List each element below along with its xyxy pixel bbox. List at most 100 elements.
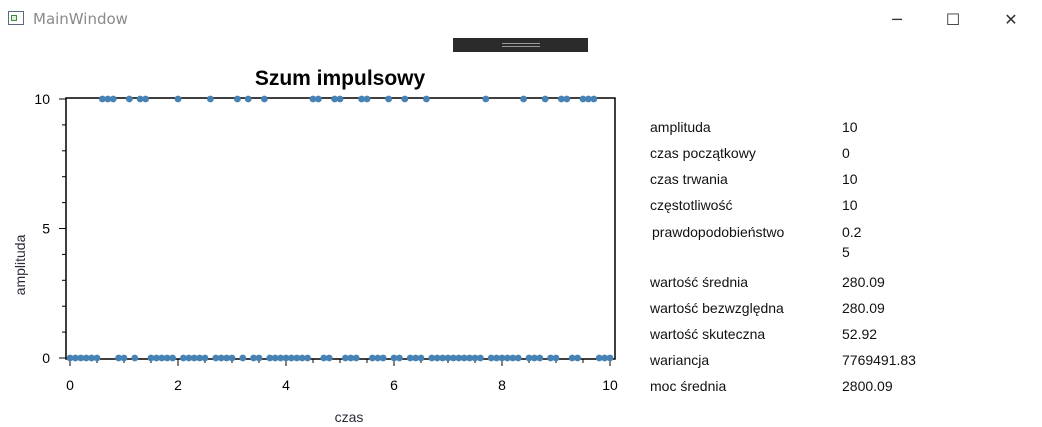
data-point (325, 354, 333, 362)
data-point (471, 354, 479, 362)
data-point (504, 354, 511, 362)
data-points (66, 95, 614, 362)
data-point (331, 95, 338, 103)
data-point (558, 95, 565, 103)
data-point (514, 354, 522, 362)
impulse-noise-chart: Szum impulsowy 0 2 4 6 8 10 0 5 10 czas amplitud… (12, 67, 618, 425)
data-point (288, 354, 295, 362)
data-point (223, 354, 231, 362)
data-point (466, 354, 473, 362)
data-point (547, 354, 554, 362)
mean-power-label: moc średnia (650, 378, 727, 394)
x-tick-label: 0 (66, 377, 74, 393)
data-point (531, 354, 538, 362)
frequency-label: częstotliwość (650, 197, 733, 213)
data-point (250, 354, 257, 362)
window-title: MainWindow (33, 10, 128, 28)
data-point (552, 354, 560, 362)
chart-title: Szum impulsowy (255, 67, 426, 90)
data-point (190, 354, 198, 362)
data-point (585, 95, 592, 103)
abs-mean-value: 280.09 (842, 300, 885, 316)
data-point (77, 354, 85, 362)
data-point (174, 95, 182, 103)
data-point (601, 354, 608, 362)
data-point (352, 354, 360, 362)
data-point (271, 354, 279, 362)
data-point (342, 354, 349, 362)
data-point (493, 354, 500, 362)
title-bar: MainWindow ─ ☐ ✕ (0, 0, 1042, 38)
data-point (520, 95, 527, 103)
app-window-icon (8, 11, 24, 25)
data-point (563, 95, 571, 103)
data-point (234, 95, 241, 103)
x-tick-label: 6 (390, 377, 398, 393)
data-point (336, 95, 344, 103)
data-point (120, 354, 128, 362)
data-point (136, 95, 144, 103)
mean-value: 280.09 (842, 274, 885, 290)
data-point (244, 95, 252, 103)
data-point (498, 354, 506, 362)
data-point (201, 354, 209, 362)
data-point (293, 354, 301, 362)
data-point (358, 95, 365, 103)
data-point (66, 354, 74, 362)
minimize-button[interactable]: ─ (892, 9, 902, 29)
close-button[interactable]: ✕ (1004, 9, 1018, 29)
data-point (417, 354, 425, 362)
data-point (255, 354, 263, 362)
data-point (93, 354, 101, 362)
x-tick-label: 8 (498, 377, 506, 393)
duration-label: czas trwania (650, 171, 728, 187)
data-point (412, 354, 419, 362)
frequency-value: 10 (842, 197, 858, 213)
data-point (88, 354, 95, 362)
data-point (423, 95, 430, 103)
maximize-button[interactable]: ☐ (945, 9, 961, 29)
variance-value: 7769491.83 (842, 352, 916, 368)
data-point (228, 354, 236, 362)
data-point (579, 95, 587, 103)
start-time-label: czas początkowy (650, 145, 756, 161)
x-axis-label: czas (335, 409, 364, 425)
x-tick-label: 2 (174, 377, 182, 393)
data-point (385, 95, 392, 103)
data-point (147, 354, 155, 362)
probability-value-line1: 0.2 (842, 224, 862, 240)
data-point (99, 95, 106, 103)
data-point (207, 95, 214, 103)
data-point (239, 354, 247, 362)
data-point (444, 354, 452, 362)
amplitude-label: amplituda (650, 119, 711, 135)
data-point (433, 354, 441, 362)
data-point (180, 354, 187, 362)
data-point (315, 95, 322, 103)
y-tick-label: 10 (34, 91, 50, 107)
data-point (277, 354, 284, 362)
data-point (450, 354, 457, 362)
data-point (379, 354, 387, 362)
data-point (477, 354, 484, 362)
drag-handle[interactable] (453, 38, 588, 52)
mean-label: wartość średnia (650, 274, 749, 290)
data-point (595, 354, 603, 362)
start-time-value: 0 (842, 145, 850, 161)
data-point (541, 95, 549, 103)
x-tick-label: 10 (602, 377, 618, 393)
probability-value-line2: 5 (842, 244, 850, 260)
data-point (363, 95, 371, 103)
y-tick-label: 0 (42, 350, 50, 366)
data-point (282, 354, 290, 362)
data-point (158, 354, 166, 362)
abs-mean-label: wartość bezwzględna (650, 300, 784, 316)
data-point (606, 354, 614, 362)
amplitude-value: 10 (842, 119, 858, 135)
data-point (109, 95, 117, 103)
x-tick-label: 4 (282, 377, 290, 393)
data-point (82, 354, 90, 362)
variance-label: wariancja (650, 352, 710, 368)
data-point (390, 354, 398, 362)
data-point (131, 354, 139, 362)
